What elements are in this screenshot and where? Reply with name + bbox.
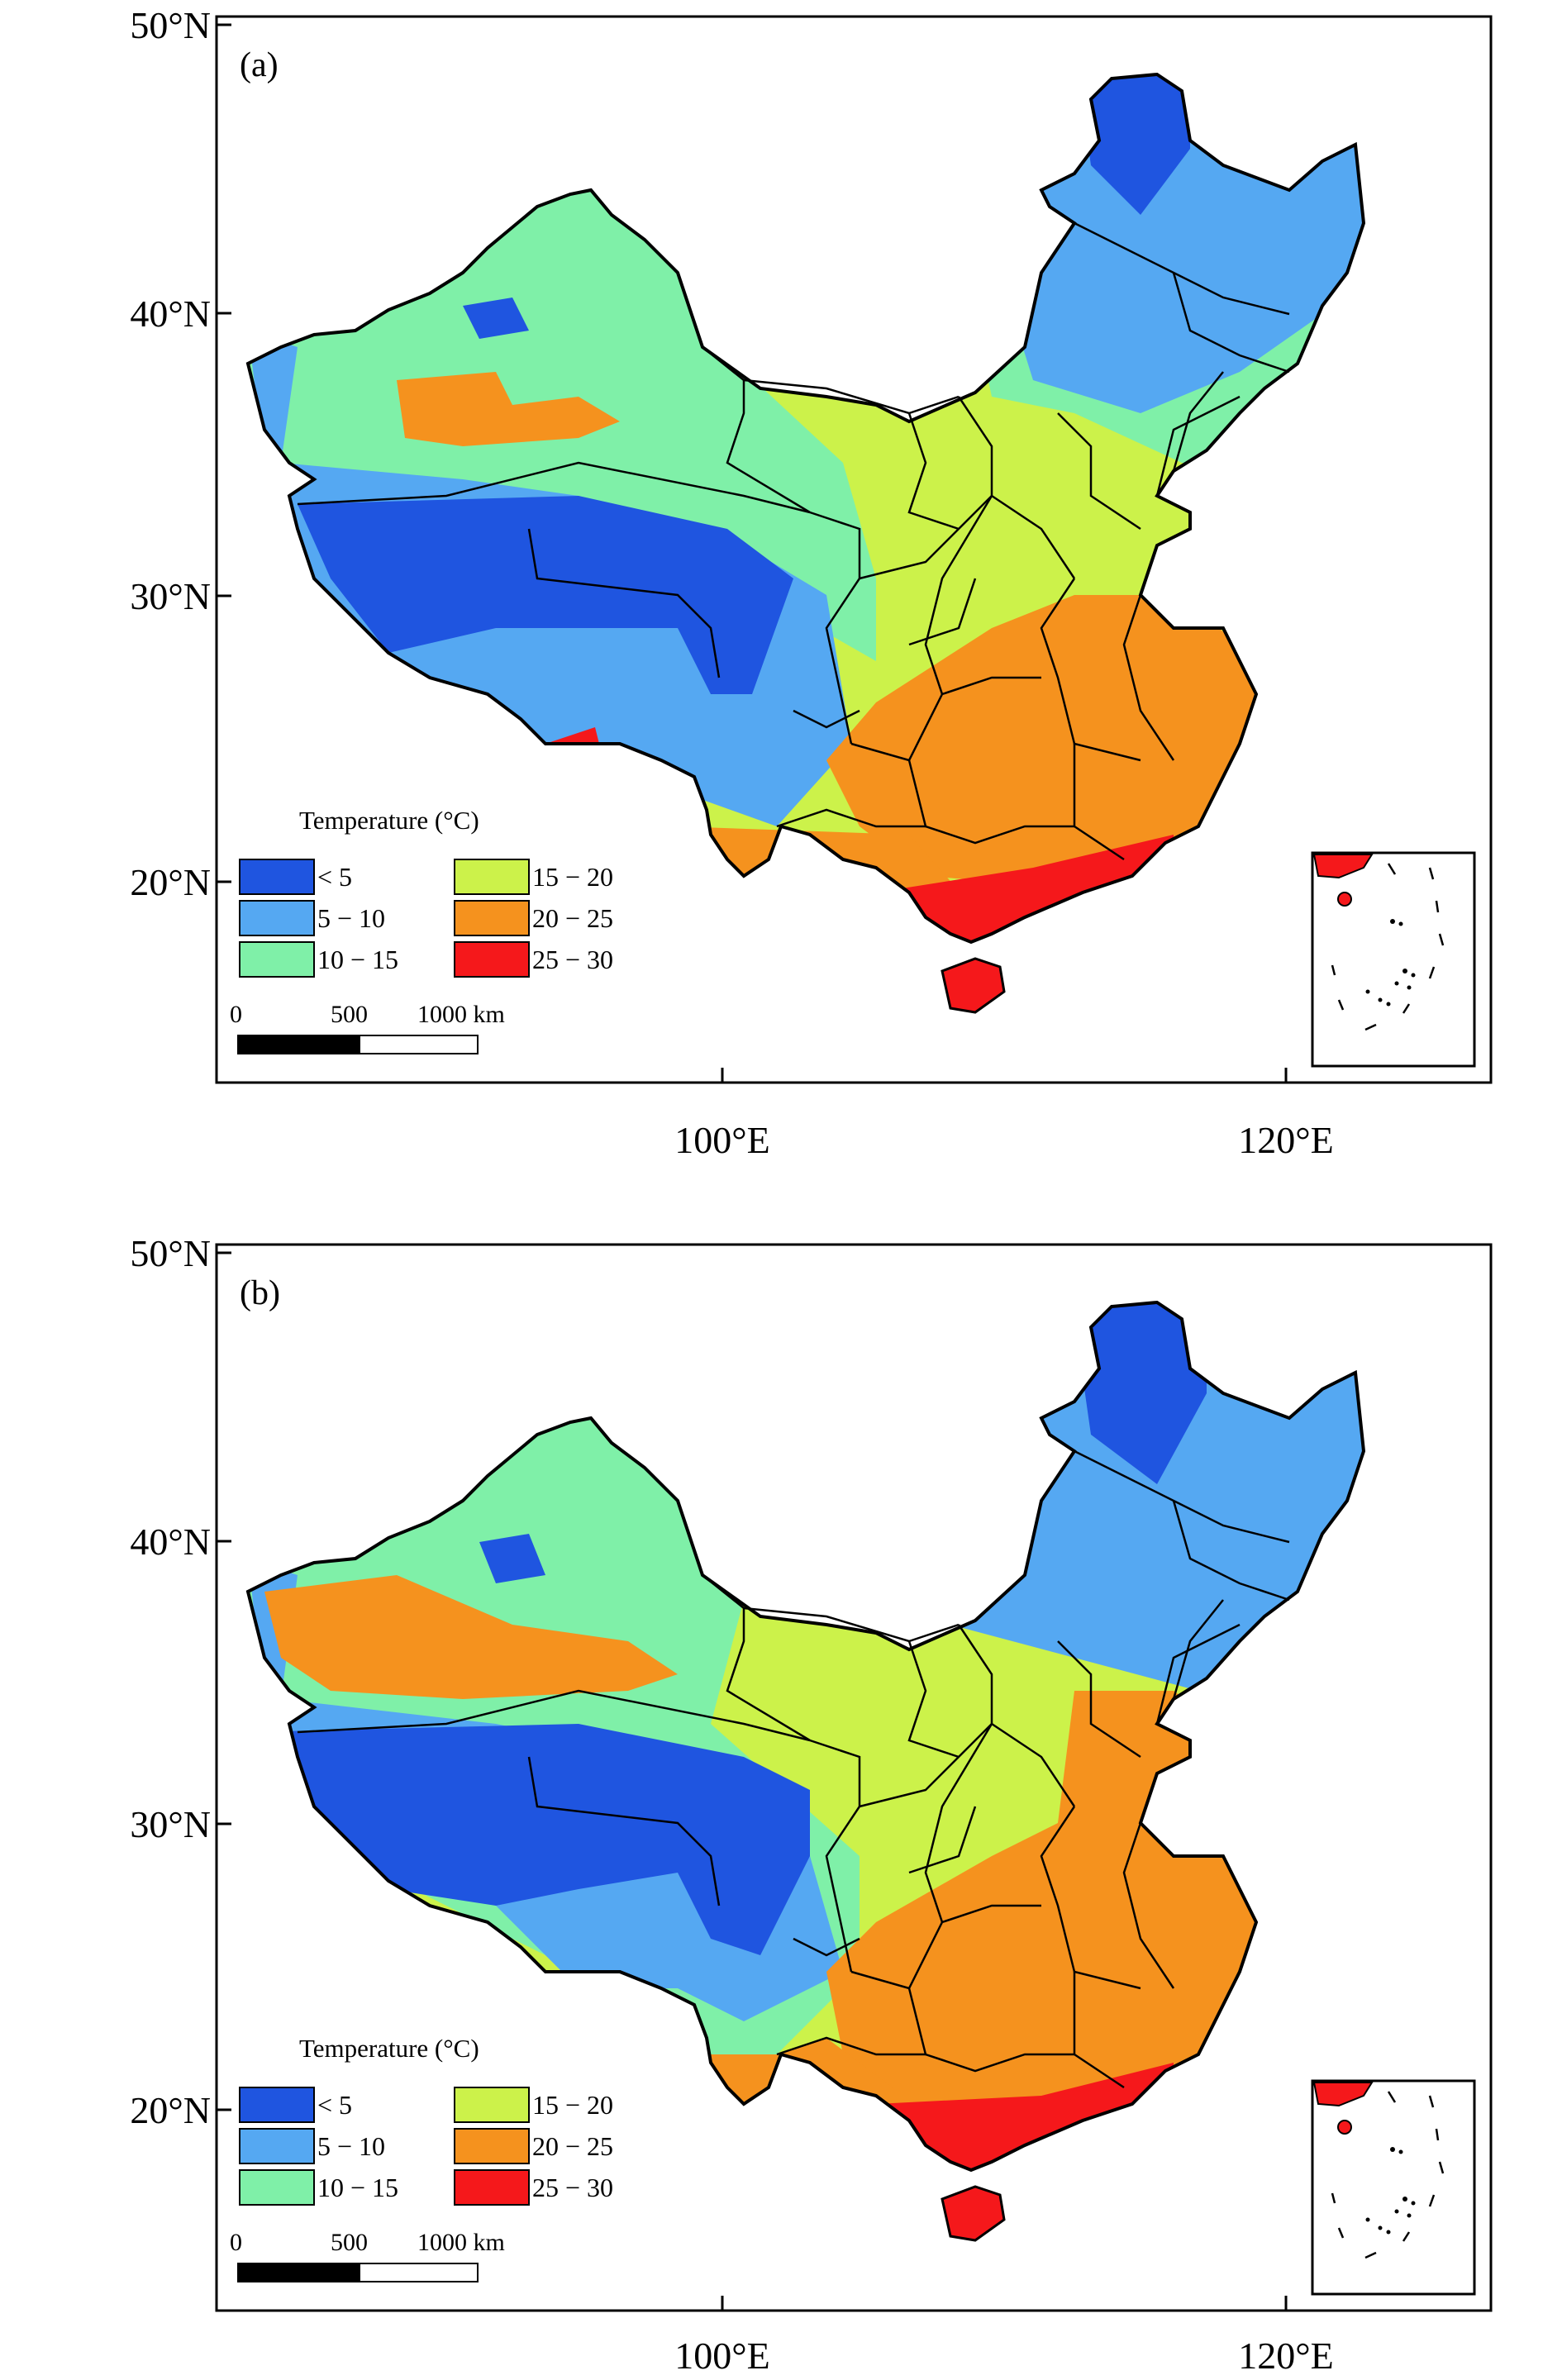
legend-label: 20 − 25 — [532, 2131, 613, 2161]
legend-swatch-15-20 — [454, 2087, 530, 2123]
legend-label: 25 − 30 — [532, 2173, 613, 2202]
class-lt5-area — [479, 1534, 545, 1583]
x-tick-label: 100°E — [674, 2335, 770, 2377]
inset-south-china-sea — [1311, 851, 1476, 1068]
legend-label: 10 − 15 — [317, 945, 398, 974]
class-20-25-area — [264, 1575, 678, 1699]
legend-swatch-5-10 — [239, 900, 315, 936]
legend-swatch-lt5 — [239, 2087, 315, 2123]
x-tick-label: 100°E — [674, 1119, 770, 1161]
legend-label: < 5 — [317, 862, 352, 892]
map-panel-b: (b) 50°N 40°N 30°N 20°N 100°E 120°E Temp… — [130, 1232, 1493, 2377]
y-tick-label: 20°N — [130, 2089, 211, 2131]
class-20-25-area — [397, 372, 620, 446]
y-axis: 50°N 40°N 30°N 20°N — [130, 4, 231, 903]
inset-frame — [1311, 2079, 1476, 2296]
x-axis: 100°E 120°E — [674, 1068, 1334, 1161]
scale-segment-dark — [237, 1035, 360, 1054]
hainan-island — [941, 2185, 1006, 2242]
inset-coast — [1312, 2082, 1374, 2107]
legend-label: 20 − 25 — [532, 903, 613, 933]
legend-label: < 5 — [317, 2090, 352, 2120]
legend-swatch-10-15 — [239, 941, 315, 978]
province-boundaries — [297, 221, 1290, 861]
map-frame — [215, 15, 1493, 1084]
class-25-30-area — [711, 884, 777, 942]
legend: Temperature (°C) < 5 5 − 10 10 − 15 15 −… — [239, 806, 613, 978]
legend-label: 25 − 30 — [532, 945, 613, 974]
panel-label: (a) — [240, 46, 279, 84]
scale-label: 0 — [230, 1001, 242, 1028]
legend-swatch-10-15 — [239, 2169, 315, 2206]
temperature-raster — [248, 1302, 1364, 2170]
legend-label: 5 − 10 — [317, 903, 385, 933]
inset-frame — [1311, 851, 1476, 1068]
class-lt5-area — [1074, 74, 1190, 215]
map-frame — [215, 1243, 1493, 2312]
inset-hainan — [1337, 2120, 1352, 2135]
legend-swatch-25-30 — [454, 2169, 530, 2206]
y-tick-label: 50°N — [130, 1232, 211, 1274]
scale-label: 500 — [331, 2229, 368, 2256]
y-tick-label: 30°N — [130, 575, 211, 617]
legend-swatch-15-20 — [454, 859, 530, 895]
inset-islands — [1365, 919, 1416, 1007]
legend-swatch-20-25 — [454, 900, 530, 936]
legend-swatch-25-30 — [454, 941, 530, 978]
map-panel-a: (a) 50°N 40°N 30°N 20°N 100°E 120°E Temp… — [130, 4, 1493, 1161]
scale-bar: 0 500 1000 km — [230, 1001, 505, 1054]
class-lt5-area — [463, 298, 529, 339]
scale-segment-light — [359, 2263, 479, 2282]
legend-label: 5 − 10 — [317, 2131, 385, 2161]
scale-segment-dark — [237, 2263, 360, 2282]
legend-label: 15 − 20 — [532, 2090, 613, 2120]
inset-south-china-sea — [1311, 2079, 1476, 2296]
class-5-10-area — [992, 74, 1364, 413]
class-lt5-area — [298, 496, 793, 694]
scale-label: 500 — [331, 1001, 368, 1028]
x-tick-label: 120°E — [1238, 1119, 1334, 1161]
x-tick-label: 120°E — [1238, 2335, 1334, 2377]
y-axis: 50°N 40°N 30°N 20°N — [130, 1232, 231, 2131]
nine-dash-line — [1331, 2091, 1445, 2259]
scale-label: 1000 km — [417, 1001, 505, 1028]
y-tick-label: 50°N — [130, 4, 211, 46]
legend: Temperature (°C) < 5 5 − 10 10 − 15 15 −… — [239, 2034, 613, 2206]
legend-label: 10 − 15 — [317, 2173, 398, 2202]
inset-hainan — [1337, 892, 1352, 907]
legend-swatch-20-25 — [454, 2128, 530, 2164]
y-tick-label: 40°N — [130, 1521, 211, 1563]
inset-coast — [1312, 854, 1374, 879]
scale-bar: 0 500 1000 km — [230, 2229, 505, 2282]
nine-dash-line — [1331, 863, 1445, 1031]
legend-swatch-lt5 — [239, 859, 315, 895]
legend-title: Temperature (°C) — [299, 2034, 479, 2063]
class-5-10-area — [950, 1302, 1364, 1691]
y-tick-label: 20°N — [130, 861, 211, 903]
y-tick-label: 30°N — [130, 1803, 211, 1845]
inset-islands — [1365, 2147, 1416, 2235]
panel-label: (b) — [240, 1274, 280, 1312]
temperature-raster — [248, 74, 1364, 942]
legend-title: Temperature (°C) — [299, 806, 479, 835]
class-lt5-area — [248, 1724, 810, 1955]
legend-label: 15 − 20 — [532, 862, 613, 892]
scale-segment-light — [359, 1035, 479, 1054]
hainan-island — [941, 957, 1006, 1014]
scale-label: 0 — [230, 2229, 242, 2256]
province-boundaries — [297, 1449, 1290, 2089]
scale-label: 1000 km — [417, 2229, 505, 2256]
y-tick-label: 40°N — [130, 293, 211, 335]
x-axis: 100°E 120°E — [674, 2296, 1334, 2377]
legend-swatch-5-10 — [239, 2128, 315, 2164]
